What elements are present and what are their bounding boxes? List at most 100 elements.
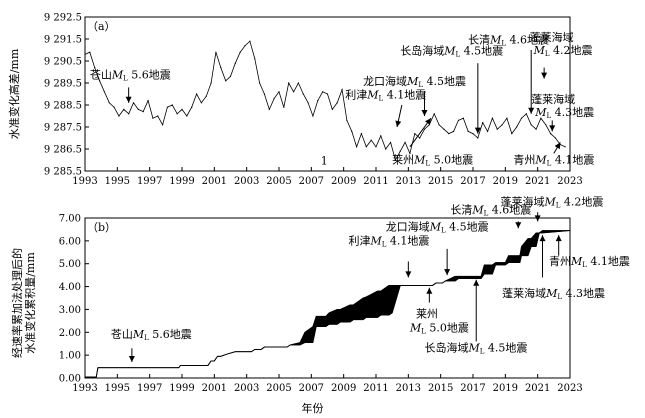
panel-a-point — [84, 53, 86, 56]
panel-a-point — [191, 106, 193, 108]
panel-a-annotation-place: 蓬莱海域 — [530, 30, 574, 44]
panel-a-point — [312, 115, 314, 117]
panel-b-ytick-label: 3.00 — [59, 305, 81, 316]
panel-a-point — [477, 137, 479, 139]
panel-a-marker-label: 1 — [321, 154, 328, 167]
panel-a-point — [268, 108, 270, 110]
panel-a-xtick-label: 2011 — [363, 176, 388, 187]
panel-a-point — [229, 75, 232, 77]
panel-b-xtick-label: 2013 — [396, 383, 421, 394]
panel-b-annotation: 长岛海域ML 4.5地震 — [425, 341, 528, 356]
panel-a-point — [263, 93, 266, 95]
panel-b-xtick-label: 2007 — [299, 383, 324, 394]
panel-a-ytick-label: 9 290.5 — [44, 57, 82, 68]
panel-a-point — [336, 102, 338, 104]
panel-a-point — [409, 152, 411, 154]
panel-a-point — [554, 137, 557, 139]
panel-a-point — [132, 102, 135, 104]
panel-a-point — [317, 100, 319, 102]
panel-a-point — [491, 117, 493, 119]
panel-a-annotation-arrow-head — [549, 125, 556, 132]
panel-b-annotation-arrow-head — [555, 235, 562, 242]
panel-a-point — [254, 58, 256, 60]
panel-b-annotation: 苍山ML 5.6地震 — [111, 328, 192, 342]
panel-a-annotation-mag: ML 4.3地震 — [534, 106, 594, 120]
panel-a-point — [540, 117, 542, 119]
panel-a-point — [273, 97, 275, 99]
panel-b-xtick-label: 2015 — [428, 383, 453, 394]
panel-a-point — [103, 91, 105, 93]
panel-a-ytick-label: 9 287.5 — [44, 123, 82, 134]
panel-b-annotation: 利津ML 4.1地震 — [349, 234, 430, 248]
panel-b-annotation-arrow-head — [473, 279, 480, 286]
panel-a-point — [288, 82, 290, 84]
panel-a-xtick-label: 1997 — [137, 176, 162, 187]
panel-a-point — [94, 67, 96, 69]
panel-a-point — [448, 133, 450, 135]
panel-a-ytick-label: 9 289.5 — [44, 79, 82, 90]
panel-b-ytick-label: 4.00 — [59, 282, 81, 293]
panel-b-low-line — [85, 230, 571, 378]
panel-a-point — [137, 108, 139, 110]
panel-b-ytick-label: 5.00 — [59, 259, 81, 270]
panel-a-point — [283, 106, 285, 108]
panel-a-point — [496, 128, 498, 130]
panel-b-ylabel: 水准变化累积量/mm — [23, 252, 37, 354]
panel-a-annotation-place: 蓬莱海域 — [531, 92, 575, 106]
panel-a-point — [550, 133, 552, 135]
panel-a-point — [176, 113, 178, 115]
panel-a-point — [307, 102, 309, 104]
panel-b-annotation: 青州ML 4.1地震 — [549, 255, 630, 269]
panel-a-point — [356, 146, 358, 148]
panel-a-point — [433, 113, 435, 115]
panel-a-point — [462, 117, 464, 119]
panel-b-xtick-label: 2005 — [266, 383, 291, 394]
panel-a-xtick-label: 2007 — [299, 176, 324, 187]
panel-a-point — [195, 93, 198, 95]
panel-a-xtick-label: 1995 — [105, 176, 130, 187]
panel-a-annotation: 长清ML 4.6地震 — [468, 33, 549, 47]
panel-a-point — [482, 122, 484, 124]
panel-a-annotation: 莱州ML 5.0地震 — [392, 153, 473, 167]
panel-b-xtick-label: 2001 — [202, 383, 227, 394]
panel-b-label: （b） — [87, 221, 116, 234]
panel-a-point — [181, 108, 183, 110]
panel-b-xtick-label: 1995 — [105, 383, 130, 394]
panel-a-point — [234, 62, 236, 64]
panel-b-xtick-label: 2017 — [460, 383, 485, 394]
panel-a-ytick-label: 9 288.5 — [44, 101, 82, 112]
panel-a-point — [564, 146, 566, 148]
panel-a-point — [467, 130, 469, 132]
panel-a-ytick-label: 9 286.5 — [44, 145, 82, 156]
panel-a-point — [322, 91, 324, 93]
panel-b-xtick-label: 1997 — [137, 383, 162, 394]
panel-a-point — [472, 133, 474, 135]
panel-b-xtick-label: 2009 — [331, 383, 356, 394]
panel-a-annotation: 利津ML 4.1地震 — [345, 88, 426, 102]
panel-a-point — [404, 141, 406, 143]
panel-a-point — [346, 119, 348, 121]
panel-a-point — [239, 51, 241, 53]
panel-a-annotation-arrow-head — [528, 107, 535, 114]
panel-a-point — [278, 91, 280, 93]
panel-b-ytick-label: 0.00 — [59, 374, 81, 385]
panel-a-point — [341, 89, 343, 91]
panel-a-point — [520, 117, 523, 119]
panel-b-ylabel: 经速率累加法处理后的 — [10, 248, 24, 358]
panel-a-point — [414, 133, 416, 135]
panel-a-series-line — [84, 40, 566, 162]
panel-a-point — [351, 130, 353, 132]
panel-a-annotation: 长岛海域ML 4.5地震 — [400, 43, 503, 58]
panel-a-annotation: 青州ML 4.1地震 — [513, 153, 594, 167]
panel-a-point — [438, 124, 440, 126]
panel-a-point — [370, 139, 372, 141]
panel-b-xtick-label: 2003 — [234, 383, 259, 394]
panel-a-point — [98, 80, 101, 82]
panel-b-xtick-label: 2021 — [525, 383, 550, 394]
panel-a-point — [453, 130, 455, 132]
panel-a-point — [389, 141, 392, 143]
panel-a-point — [113, 106, 115, 108]
panel-a-point — [292, 91, 295, 93]
panel-a-point — [545, 124, 547, 126]
